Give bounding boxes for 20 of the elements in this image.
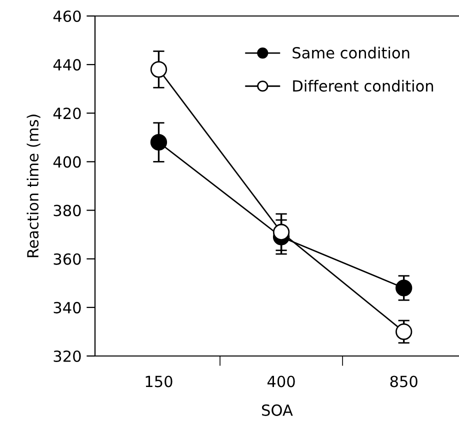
y-tick-label: 440 xyxy=(53,59,81,71)
legend-label: Same condition xyxy=(292,46,410,59)
x-tick-label: 850 xyxy=(390,376,418,388)
legend-label: Different condition xyxy=(293,80,434,92)
point xyxy=(396,323,412,340)
y-tick-label: 420 xyxy=(53,108,81,120)
x-tick-label: 400 xyxy=(267,376,295,388)
x-tick-label: 150 xyxy=(146,376,172,388)
y-tick-label: 400 xyxy=(53,156,81,168)
y-tick-label: 340 xyxy=(54,302,81,314)
point xyxy=(150,134,168,151)
y-tick-label: 460 xyxy=(53,10,81,22)
point xyxy=(272,224,290,240)
y-axis-title: Reaction time (ms) xyxy=(26,114,40,258)
point xyxy=(396,280,412,296)
y-tick-label: 360 xyxy=(54,253,81,265)
x-axis-title: SOA xyxy=(262,404,293,416)
point xyxy=(150,61,168,78)
y-tick-label: 380 xyxy=(54,204,81,216)
y-tick-label: 320 xyxy=(54,350,81,362)
